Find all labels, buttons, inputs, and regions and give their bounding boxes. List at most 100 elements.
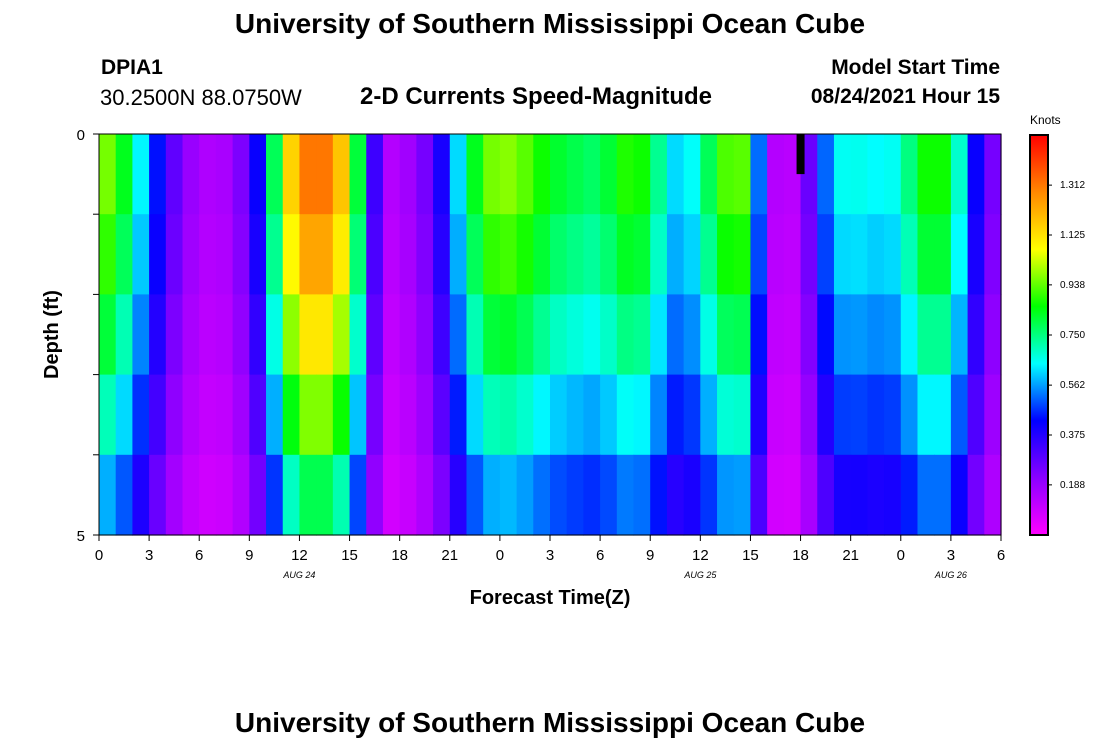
heatmap-cell [516, 134, 534, 215]
colorbar-gradient [1029, 134, 1049, 536]
heatmap-cell [783, 454, 802, 536]
heatmap-cell [349, 214, 367, 295]
heatmap-cell [533, 134, 551, 215]
heatmap-cell [616, 214, 635, 295]
heatmap-cell [215, 374, 234, 456]
heatmap-cell [967, 134, 985, 215]
colorbar-tick-label: 0.750 [1060, 330, 1085, 341]
heatmap-cell [616, 454, 635, 536]
footer-title: University of Southern Mississippi Ocean… [234, 707, 866, 738]
colorbar-legend: Knots 0.188 0.375 0.562 0.750 0.938 1.125 1.31… [1029, 113, 1085, 536]
heatmap-cell [650, 214, 668, 295]
heatmap-cell [115, 454, 133, 536]
heatmap-cell [349, 134, 367, 215]
heatmap-cell [516, 294, 534, 376]
heatmap-cell [399, 454, 417, 536]
heatmap-cell [867, 454, 885, 536]
heatmap-cell [165, 294, 184, 376]
heatmap-cell [850, 374, 868, 456]
heatmap-cell [917, 454, 935, 536]
heatmap-cell [149, 294, 167, 376]
chart-title: 2-D Currents Speed-Magnitude [360, 83, 713, 110]
heatmap-cell [349, 374, 367, 456]
heatmap-cell [633, 374, 651, 456]
annotation-layer [796, 134, 805, 175]
heatmap-cell [867, 134, 885, 215]
heatmap-cell [299, 214, 317, 295]
heatmap-cell [416, 294, 434, 376]
heatmap-cell [550, 134, 568, 215]
heatmap-cell [332, 374, 351, 456]
y-axis: 05 [77, 127, 99, 545]
heatmap-cell [99, 134, 117, 215]
heatmap-cell [917, 374, 935, 456]
x-tick-label: 0 [95, 547, 103, 564]
y-axis-label: Depth (ft) [41, 290, 63, 379]
x-axis-label: Forecast Time(Z) [470, 587, 631, 609]
heatmap-cell [917, 214, 935, 295]
heatmap-cell [382, 214, 401, 295]
heatmap-cell [984, 454, 1002, 536]
heatmap-cell [900, 294, 919, 376]
date-label: AUG 24 [282, 570, 315, 580]
heatmap-cell [483, 374, 501, 456]
heatmap-cell [934, 294, 952, 376]
heatmap-cell [332, 214, 351, 295]
heatmap-cell [215, 294, 234, 376]
heatmap-cells [99, 134, 1002, 536]
heatmap-cell [950, 294, 969, 376]
heatmap-cell [416, 134, 434, 215]
heatmap-cell [516, 454, 534, 536]
heatmap-cell [115, 214, 133, 295]
heatmap-cell [433, 374, 451, 456]
heatmap-cell [466, 294, 484, 376]
heatmap-cell [633, 454, 651, 536]
heatmap-cell [182, 374, 200, 456]
heatmap-cell [483, 134, 501, 215]
x-tick-label: 3 [145, 547, 153, 564]
heatmap-cell [850, 214, 868, 295]
heatmap-cell [767, 214, 785, 295]
heatmap-cell [666, 134, 685, 215]
heatmap-cell [99, 374, 117, 456]
heatmap-cell [900, 454, 919, 536]
heatmap-cell [967, 374, 985, 456]
current-time-marker [796, 134, 805, 175]
heatmap-cell [817, 214, 835, 295]
heatmap-cell [132, 294, 150, 376]
heatmap-cell [850, 294, 868, 376]
x-tick-label: 3 [546, 547, 554, 564]
heatmap-cell [750, 214, 768, 295]
heatmap-cell [449, 454, 468, 536]
heatmap-cell [483, 214, 501, 295]
heatmap-cell [382, 454, 401, 536]
heatmap-cell [917, 294, 935, 376]
heatmap-cell [366, 134, 384, 215]
heatmap-cell [984, 294, 1002, 376]
heatmap-cell [550, 214, 568, 295]
heatmap-cell [366, 454, 384, 536]
heatmap-cell [967, 214, 985, 295]
heatmap-cell [499, 374, 518, 456]
heatmap-cell [900, 214, 919, 295]
heatmap-cell [366, 294, 384, 376]
heatmap-cell [583, 134, 601, 215]
heatmap-cell [800, 454, 818, 536]
heatmap-cell [683, 374, 701, 456]
heatmap-cell [132, 214, 150, 295]
heatmap-cell [633, 134, 651, 215]
heatmap-cell [249, 374, 267, 456]
heatmap-cell [165, 374, 184, 456]
heatmap-cell [950, 214, 969, 295]
heatmap-cell [399, 214, 417, 295]
heatmap-cell [666, 214, 685, 295]
heatmap-cell [767, 454, 785, 536]
date-label: AUG 25 [683, 570, 717, 580]
heatmap-cell [650, 454, 668, 536]
colorbar-tick-label: 1.125 [1060, 230, 1085, 241]
x-axis: 0 3 6 9 12 15 18 21 0 3 6 9 12 15 18 21 0 3 6 AUG 24 AUG 25 A… [95, 535, 1005, 580]
heatmap-cell [583, 374, 601, 456]
heatmap-cell [884, 214, 902, 295]
heatmap-cell [282, 454, 301, 536]
station-id: DPIA1 [101, 56, 163, 79]
